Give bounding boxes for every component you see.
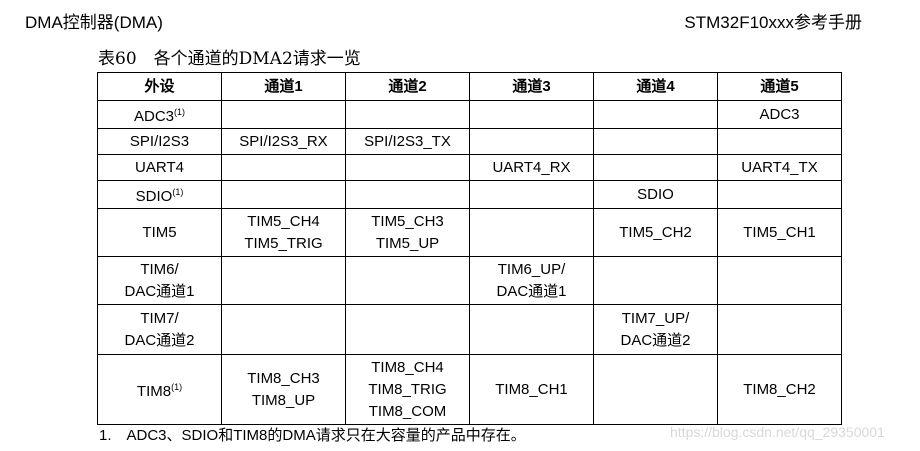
- peripheral-name: UART4: [135, 158, 184, 176]
- footnote-ref: (1): [172, 187, 184, 197]
- column-header: 通道2: [345, 72, 470, 101]
- channel-cell: [717, 304, 842, 355]
- channel-cell: TIM5_CH1: [717, 208, 842, 257]
- peripheral-name: TIM5: [142, 223, 177, 241]
- table-row: TIM8(1) TIM8_CH3 TIM8_UP TIM8_CH4 TIM8_TRI…: [97, 354, 842, 425]
- watermark: https://blog.csdn.net/qq_29350001: [670, 424, 885, 440]
- channel-cell: [717, 180, 842, 209]
- table-row: SPI/I2S3 SPI/I2S3_RX SPI/I2S3_TX: [97, 128, 842, 155]
- peripheral-cell: SDIO(1): [97, 180, 222, 209]
- peripheral-name: TIM8: [136, 383, 172, 400]
- channel-cell: TIM5_CH3 TIM5_UP: [345, 208, 470, 257]
- manual-title: STM32F10xxx参考手册: [684, 13, 862, 32]
- channel-cell: [221, 100, 346, 129]
- peripheral-cell: ADC3(1): [97, 100, 222, 129]
- channel-cell: TIM5_CH2: [593, 208, 718, 257]
- channel-cell: [469, 128, 594, 155]
- channel-cell: [593, 128, 718, 155]
- column-header: 通道1: [221, 72, 346, 101]
- table-row: TIM5 TIM5_CH4 TIM5_TRIG TIM5_CH3 TIM5_UP TI…: [97, 208, 842, 257]
- channel-cell: ADC3: [717, 100, 842, 129]
- channel-cell: SPI/I2S3_TX: [345, 128, 470, 155]
- peripheral-cell: SPI/I2S3: [97, 128, 222, 155]
- column-header: 通道3: [469, 72, 594, 101]
- table-row: TIM6/ DAC通道1 TIM6_UP/ DAC通道1: [97, 256, 842, 305]
- channel-cell: [221, 256, 346, 305]
- peripheral-cell: TIM5: [97, 208, 222, 257]
- peripheral-name: ADC3: [133, 108, 174, 125]
- channel-cell: TIM5_CH4 TIM5_TRIG: [221, 208, 346, 257]
- channel-cell: [345, 154, 470, 181]
- table-row: TIM7/ DAC通道2 TIM7_UP/ DAC通道2: [97, 304, 842, 355]
- channel-cell: [717, 128, 842, 155]
- peripheral-name: TIM7/ DAC通道2: [124, 309, 195, 349]
- channel-cell: TIM6_UP/ DAC通道1: [469, 256, 594, 305]
- channel-cell: TIM8_CH1: [469, 354, 594, 425]
- section-header: DMA控制器(DMA): [25, 13, 163, 32]
- column-header: 通道5: [717, 72, 842, 101]
- channel-cell: UART4_RX: [469, 154, 594, 181]
- channel-cell: [345, 180, 470, 209]
- peripheral-cell: UART4: [97, 154, 222, 181]
- channel-cell: [593, 256, 718, 305]
- footnote-ref: (1): [171, 382, 183, 392]
- channel-cell: [469, 304, 594, 355]
- channel-cell: TIM8_CH2: [717, 354, 842, 425]
- table-row: ADC3(1) ADC3: [97, 100, 842, 129]
- channel-cell: [593, 100, 718, 129]
- channel-cell: [345, 100, 470, 129]
- channel-cell: [221, 180, 346, 209]
- channel-cell: TIM8_CH4 TIM8_TRIG TIM8_COM: [345, 354, 470, 425]
- dma2-request-table: 外设 通道1 通道2 通道3 通道4 通道5 ADC3(1) ADC3 SPI/I2S3 SPI…: [97, 72, 842, 425]
- channel-cell: [345, 304, 470, 355]
- channel-cell: [469, 180, 594, 209]
- peripheral-cell: TIM6/ DAC通道1: [97, 256, 222, 305]
- channel-cell: TIM7_UP/ DAC通道2: [593, 304, 718, 355]
- channel-cell: [593, 154, 718, 181]
- channel-cell: [469, 100, 594, 129]
- channel-cell: SDIO: [593, 180, 718, 209]
- peripheral-name: SPI/I2S3: [129, 132, 190, 150]
- channel-cell: [221, 304, 346, 355]
- table-caption: 表60 各个通道的DMA2请求一览: [98, 49, 361, 69]
- channel-cell: SPI/I2S3_RX: [221, 128, 346, 155]
- peripheral-name: SDIO: [135, 188, 173, 205]
- column-header: 外设: [97, 72, 222, 101]
- peripheral-name: TIM6/ DAC通道1: [124, 260, 195, 300]
- channel-cell: UART4_TX: [717, 154, 842, 181]
- table-row: UART4 UART4_RX UART4_TX: [97, 154, 842, 181]
- channel-cell: TIM8_CH3 TIM8_UP: [221, 354, 346, 425]
- peripheral-cell: TIM8(1): [97, 354, 222, 425]
- table-row: SDIO(1) SDIO: [97, 180, 842, 209]
- channel-cell: [593, 354, 718, 425]
- channel-cell: [469, 208, 594, 257]
- footnote-ref: (1): [174, 107, 185, 117]
- channel-cell: [717, 256, 842, 305]
- column-header: 通道4: [593, 72, 718, 101]
- channel-cell: [345, 256, 470, 305]
- footnote: 1. ADC3、SDIO和TIM8的DMA请求只在大容量的产品中存在。: [99, 427, 526, 444]
- channel-cell: [221, 154, 346, 181]
- peripheral-cell: TIM7/ DAC通道2: [97, 304, 222, 355]
- table-header-row: 外设 通道1 通道2 通道3 通道4 通道5: [97, 72, 842, 101]
